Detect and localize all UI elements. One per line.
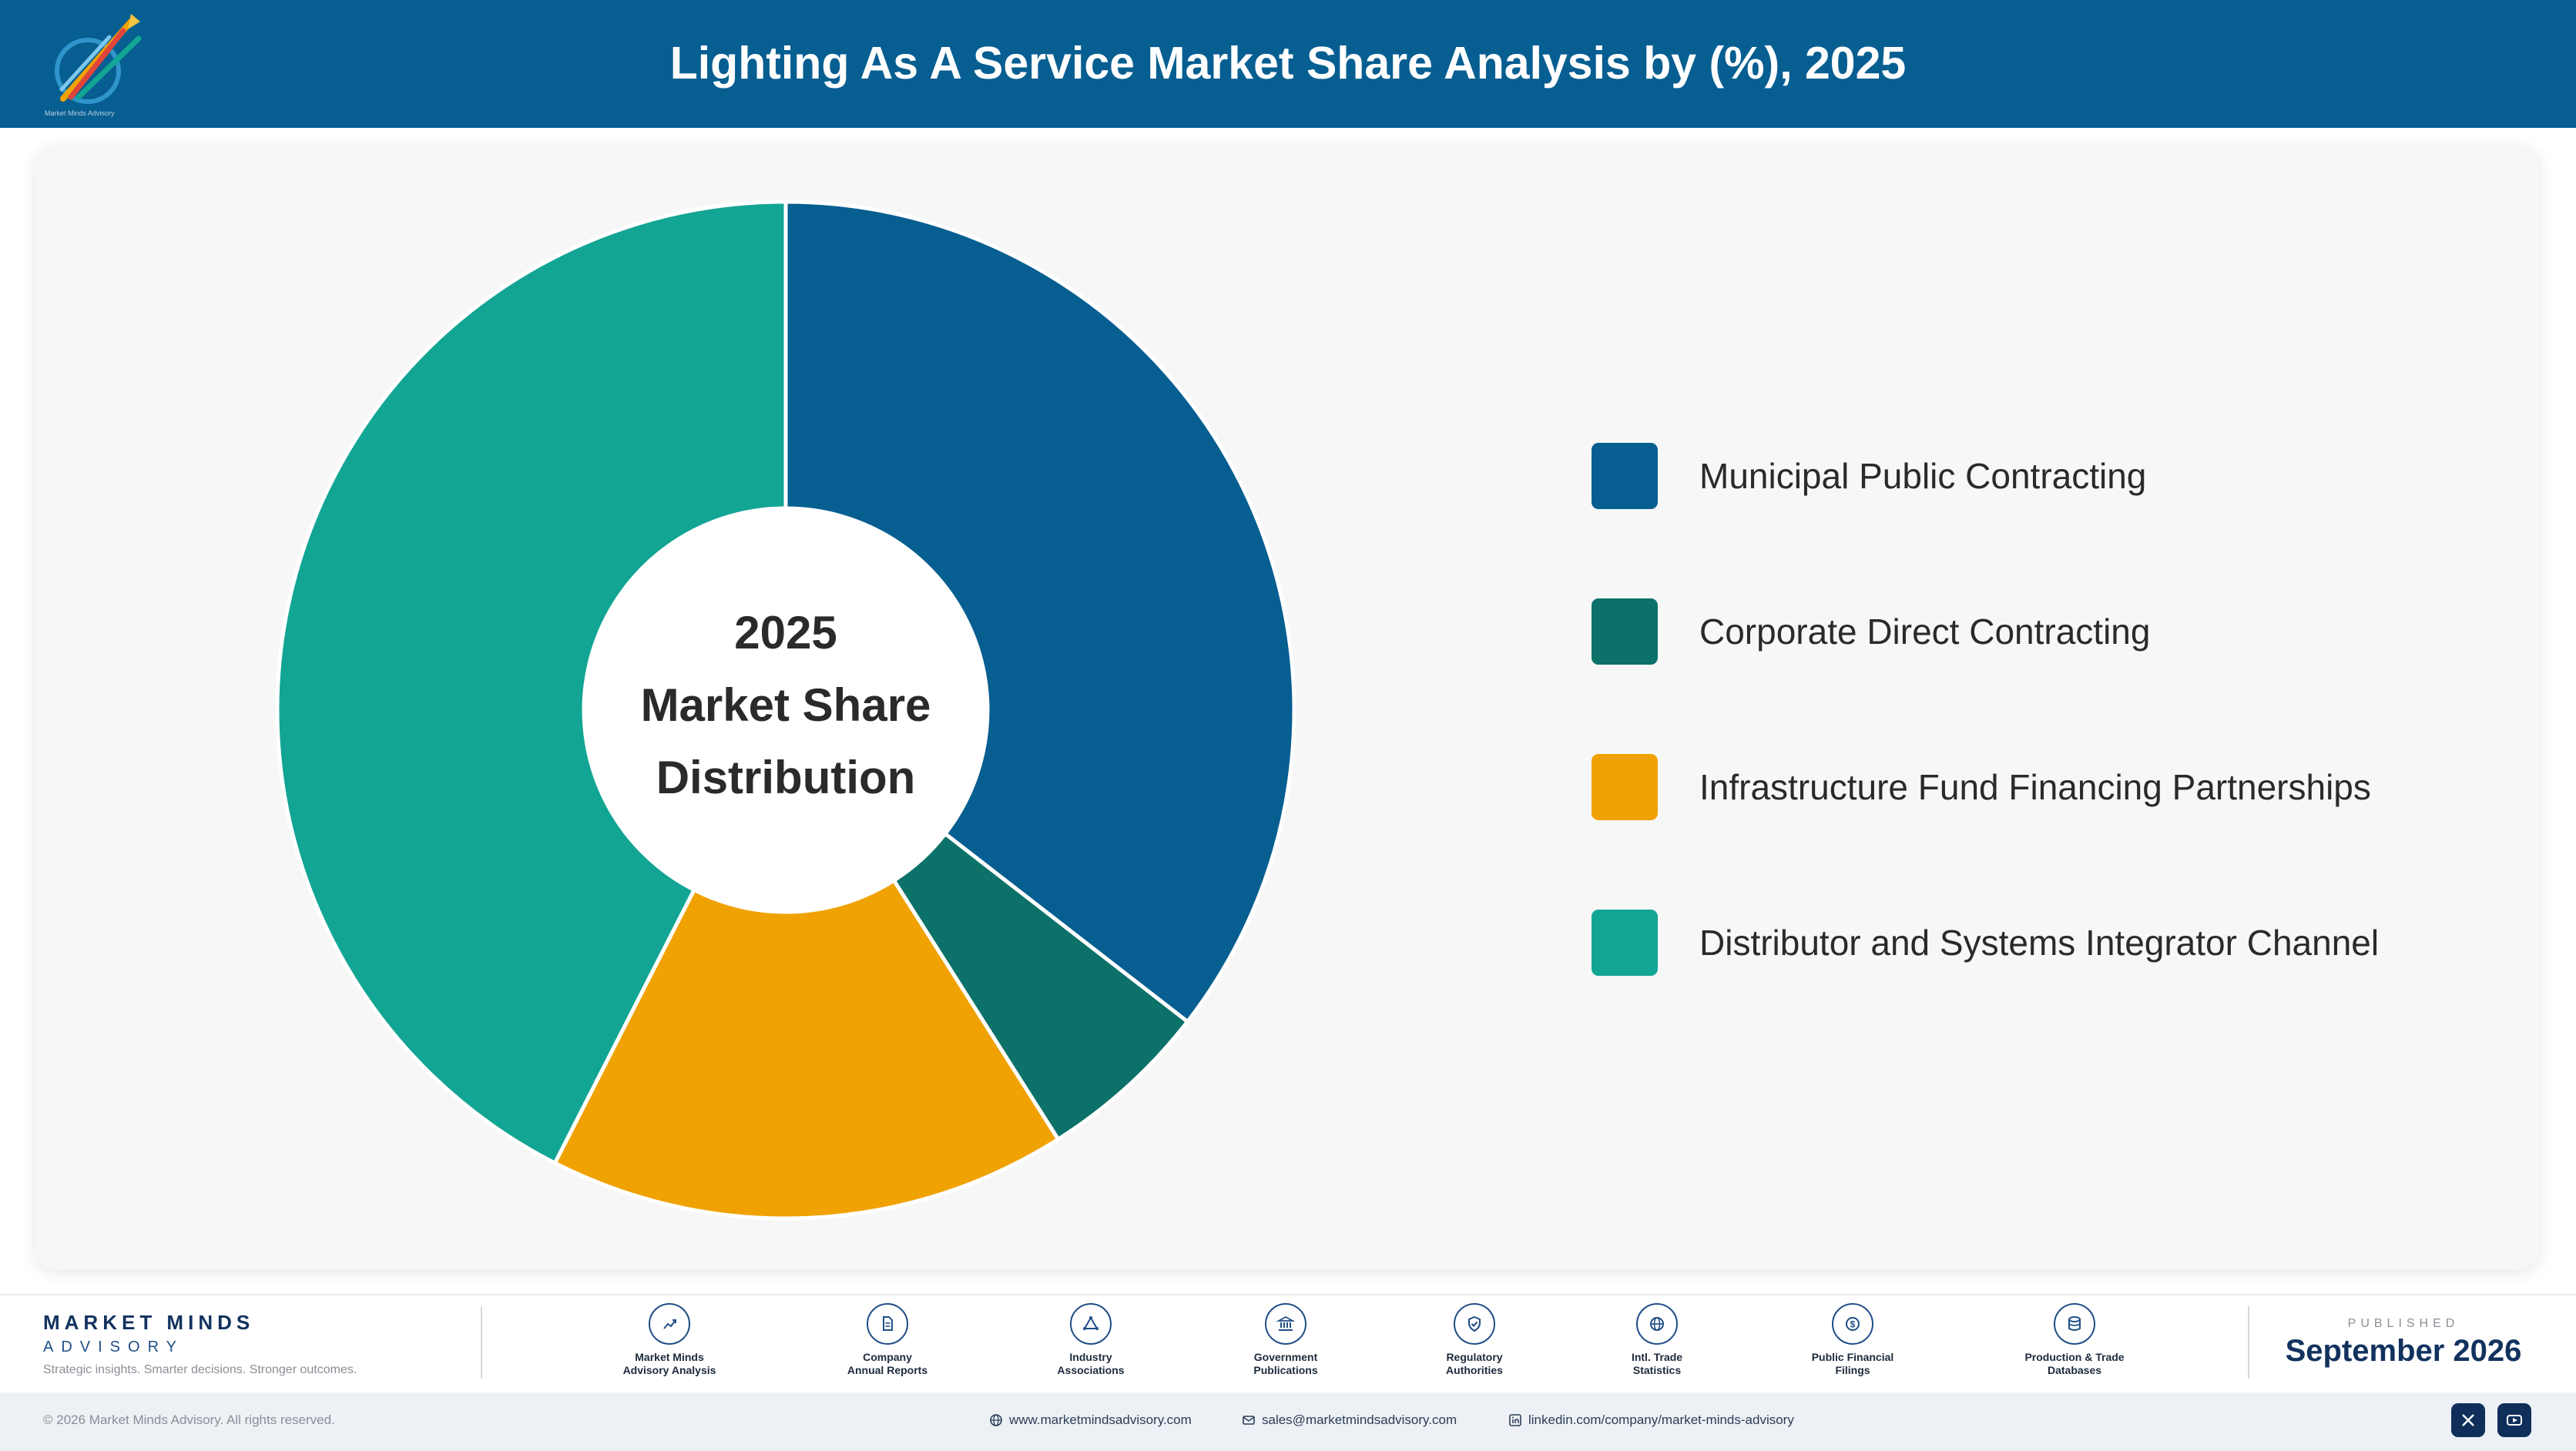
page-title: Lighting As A Service Market Share Analy… [669,38,1907,89]
document-icon [883,1316,893,1331]
brand-tagline: Strategic insights. Smarter decisions. S… [43,1363,357,1376]
published-label: PUBLISHED [2347,1317,2460,1330]
legend-label: Infrastructure Fund Financing Partnershi… [1699,767,2371,807]
legend-label: Municipal Public Contracting [1699,456,2147,496]
legend-swatch [1592,443,1658,509]
source-icon-circle [1265,1303,1306,1345]
source-label: Company Annual Reports [847,1351,928,1376]
source-item: Industry Associations [1014,1303,1168,1377]
source-icon-circle [1070,1303,1112,1345]
source-icon-circle [649,1303,690,1345]
source-icon-circle [867,1303,908,1345]
x-social-button[interactable] [2451,1403,2485,1437]
globe-icon [990,1414,1002,1426]
source-label: Industry Associations [1057,1351,1125,1376]
source-icon-circle [1454,1303,1495,1345]
youtube-social-button[interactable] [2497,1403,2531,1437]
legend-swatch [1592,598,1658,665]
footer-bottom-bar: © 2026 Market Minds Advisory. All rights… [0,1392,2576,1451]
header-bar: Market Minds Advisory Lighting As A Serv… [0,0,2576,128]
source-item: Regulatory Authorities [1397,1303,1551,1377]
source-item: Market Minds Advisory Analysis [592,1303,746,1377]
email-link[interactable]: sales@marketmindsadvisory.com [1242,1412,1457,1428]
chart-card: 2025 Market Share Distribution Municipal P… [35,146,2539,1269]
source-item: Production & Trade Databases [1997,1303,2152,1377]
dollar-coin-icon: $ [1846,1317,1860,1331]
email-text: sales@marketmindsadvisory.com [1262,1412,1457,1427]
source-item: Company Annual Reports [810,1303,964,1377]
source-label: Public Financial Filings [1811,1351,1894,1376]
government-building-icon [1276,1315,1296,1331]
source-item: $ Public Financial Filings [1776,1303,1930,1377]
logo-icon [55,14,142,104]
source-item: Government Publications [1209,1303,1363,1377]
legend-label: Corporate Direct Contracting [1699,612,2151,652]
copyright-text: © 2026 Market Minds Advisory. All rights… [43,1412,335,1427]
brand-sub: ADVISORY [43,1339,184,1355]
footer-divider [2248,1306,2249,1379]
source-label: Production & Trade Databases [2024,1351,2125,1376]
linkedin-link[interactable]: linkedin.com/company/market-minds-adviso… [1508,1412,1794,1428]
website-text: www.marketmindsadvisory.com [1009,1412,1192,1427]
legend-label: Distributor and Systems Integrator Chann… [1699,923,2380,963]
donut-center [584,508,988,912]
source-icon-circle [2054,1303,2095,1345]
center-text-line: Market Share [641,679,931,731]
x-logo-icon [2462,1414,2474,1426]
center-text-line: Distribution [656,752,916,803]
logo-text: Market Minds Advisory [45,109,115,117]
source-label: Intl. Trade Statistics [1631,1351,1683,1376]
globe-icon [1650,1317,1664,1331]
website-link[interactable]: www.marketmindsadvisory.com [989,1412,1192,1428]
trend-line-icon [663,1319,676,1329]
mail-icon [1243,1416,1255,1425]
network-icon [1083,1315,1098,1330]
legend-swatch [1592,754,1658,820]
source-icon-circle: $ [1832,1303,1873,1345]
footer: MARKET MINDS ADVISORY Strategic insights… [0,1294,2576,1451]
center-text-line: 2025 [734,607,837,658]
legend-swatch [1592,910,1658,976]
linkedin-text: linkedin.com/company/market-minds-adviso… [1528,1412,1794,1427]
source-label: Regulatory Authorities [1446,1351,1503,1376]
source-label: Government Publications [1253,1351,1318,1376]
database-icon [2068,1316,2081,1331]
brand-name: MARKET MINDS [43,1311,255,1334]
linkedin-icon [1509,1414,1521,1426]
donut-chart: 2025 Market Share Distribution [275,199,1296,1221]
svg-text:$: $ [1850,1319,1856,1330]
footer-divider [481,1306,482,1379]
youtube-icon [2507,1415,2522,1426]
shield-check-icon [1468,1315,1481,1332]
source-item: Intl. Trade Statistics [1580,1303,1734,1377]
source-label: Market Minds Advisory Analysis [622,1351,716,1376]
published-date: September 2026 [2285,1334,2522,1368]
source-icon-circle [1636,1303,1678,1345]
